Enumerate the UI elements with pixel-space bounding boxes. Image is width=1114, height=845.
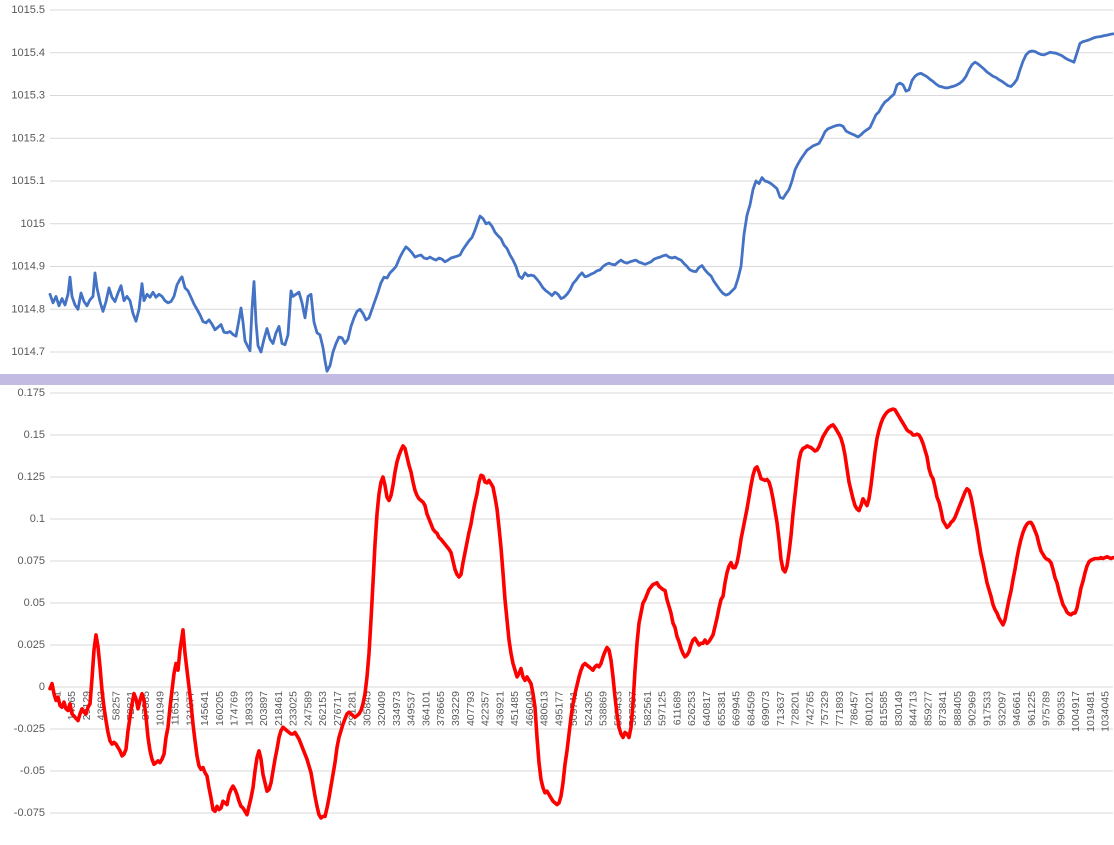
- x-axis-tick-label: 1: [51, 691, 63, 697]
- y-axis-tick-label: 1014.9: [11, 261, 45, 273]
- x-axis-tick-label: 247589: [302, 691, 314, 726]
- x-axis-tick-label: 655381: [716, 691, 728, 726]
- x-axis-tick-label: 349537: [406, 691, 418, 726]
- x-axis-tick-label: 699073: [760, 691, 772, 726]
- x-axis-tick-label: 975789: [1041, 691, 1053, 726]
- spread-chart: 0.175 0.15 0.125 0.1 0.075 0.05 0.025 0 -0.025 -0…: [14, 387, 1114, 820]
- y-axis-tick-label: 1015.2: [11, 132, 45, 144]
- x-axis-tick-label: 801021: [863, 691, 875, 726]
- x-axis-tick-label: 524305: [583, 691, 595, 726]
- x-axis-tick-label: 160205: [214, 691, 226, 726]
- x-axis-tick-label: 1019481: [1085, 691, 1097, 732]
- y-axis-tick-label: 0.025: [17, 639, 45, 651]
- y-axis-tick-label: -0.025: [14, 723, 45, 735]
- y-axis-tick-label: 1014.8: [11, 303, 45, 315]
- x-axis-tick-label: 451485: [509, 691, 521, 726]
- x-axis-tick-label: 233025: [288, 691, 300, 726]
- y-axis-tick-label: 1015.5: [11, 4, 45, 16]
- x-axis-tick-label: 771893: [834, 691, 846, 726]
- y-axis-tick-label: -0.05: [20, 765, 45, 777]
- x-axis-tick-label: 932097: [996, 691, 1008, 726]
- x-axis-tick-label: 713637: [775, 691, 787, 726]
- x-axis-tick-label: 873841: [937, 691, 949, 726]
- blue-price-series-line: [48, 32, 1114, 373]
- x-axis-tick-label: 393229: [450, 691, 462, 726]
- x-axis-tick-label: 480613: [539, 691, 551, 726]
- x-axis-tick-label: 669945: [731, 691, 743, 726]
- x-axis-tick-label: 757329: [819, 691, 831, 726]
- y-axis-tick-label: 0.125: [17, 471, 45, 483]
- y-axis-tick-label: 1015.1: [11, 175, 45, 187]
- y-axis-tick-label: -0.075: [14, 807, 45, 819]
- x-axis-tick-label: 495177: [553, 691, 565, 726]
- x-axis-tick-label: 407793: [465, 691, 477, 726]
- y-axis-tick-label: 0.15: [24, 429, 45, 441]
- x-axis-tick-label: 145641: [199, 691, 211, 726]
- x-axis-tick-label: 917533: [982, 691, 994, 726]
- x-axis-tick-label: 859277: [923, 691, 935, 726]
- x-axis-tick-label: 728201: [790, 691, 802, 726]
- x-axis-tick-label: 902969: [967, 691, 979, 726]
- x-axis-tick-label: 174769: [229, 691, 241, 726]
- x-axis-tick-label: 320409: [376, 691, 388, 726]
- x-axis-tick-label: 626253: [686, 691, 698, 726]
- x-axis-tick-label: 58257: [110, 691, 122, 720]
- x-axis-tick-label: 684509: [745, 691, 757, 726]
- price-chart: 1015.5 1015.4 1015.3 1015.2 1015.1 1015 1014.9…: [11, 4, 1114, 373]
- x-axis-tick-label: 611689: [672, 691, 684, 725]
- x-axis-tick-label: 815585: [878, 691, 890, 726]
- x-axis-tick-label: 276717: [332, 691, 344, 726]
- x-axis-tick-label: 990353: [1055, 691, 1067, 726]
- x-axis-tick-label: 334973: [391, 691, 403, 726]
- y-axis-tick-label: 0.05: [24, 597, 45, 609]
- y-axis-tick-label: 0.175: [17, 387, 45, 399]
- red-spread-series-line: [48, 407, 1114, 820]
- x-axis-tick-label: 101949: [155, 691, 167, 726]
- x-axis-tick-label: 844713: [908, 691, 920, 726]
- y-axis-tick-label: 0: [39, 681, 45, 693]
- y-axis-tick-label: 1015.4: [11, 47, 45, 59]
- x-axis-tick-label: 742765: [804, 691, 816, 726]
- x-axis-tick-label: 786457: [849, 691, 861, 726]
- x-axis-tick-label: 203897: [258, 691, 270, 726]
- x-axis-tick-label: 364101: [421, 691, 433, 726]
- x-axis-tick-label: 291281: [347, 691, 359, 726]
- x-axis-tick-label: 640817: [701, 691, 713, 726]
- x-axis-tick-label: 1004917: [1070, 691, 1082, 732]
- x-axis-tick-label: 262153: [317, 691, 329, 726]
- x-axis-tick-label: 189333: [243, 691, 255, 726]
- x-axis-tick-label: 378665: [435, 691, 447, 726]
- y-axis-tick-label: 0.075: [17, 555, 45, 567]
- x-axis-tick-label: 582561: [642, 691, 654, 726]
- y-axis-tick-label: 0.1: [30, 513, 45, 525]
- x-axis-tick-label: 946661: [1011, 691, 1023, 726]
- x-axis-tick-label: 422357: [480, 691, 492, 726]
- x-axis-tick-label: 538869: [598, 691, 610, 726]
- y-axis-tick-label: 1014.7: [11, 346, 45, 358]
- chart-divider-bar: [0, 374, 1114, 385]
- y-axis-tick-label: 1015.3: [11, 90, 45, 102]
- x-axis-tick-label: 830149: [893, 691, 905, 726]
- x-axis-tick-label: 436921: [494, 691, 506, 726]
- x-axis-tick-label: 961225: [1026, 691, 1038, 726]
- x-axis-tick-label: 888405: [952, 691, 964, 726]
- x-axis-tick-label: 597125: [657, 691, 669, 726]
- x-axis-tick-label: 218461: [273, 691, 285, 726]
- x-axis-tick-label: 1034045: [1100, 691, 1112, 732]
- y-axis-tick-label: 1015: [21, 218, 45, 230]
